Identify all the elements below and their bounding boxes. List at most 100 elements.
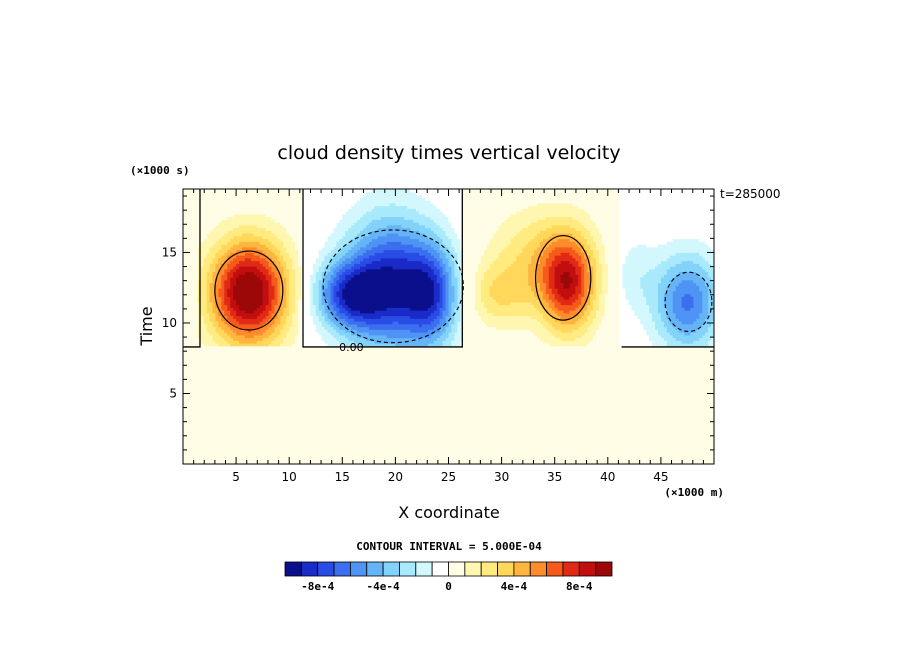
- heatmap-cell: [227, 439, 231, 443]
- heatmap-cell: [303, 450, 308, 454]
- heatmap-cell: [239, 442, 243, 446]
- heatmap-cell: [404, 447, 408, 451]
- heatmap-cell: [436, 447, 441, 451]
- heatmap-cell: [416, 444, 420, 449]
- heatmap-cell: [486, 450, 491, 454]
- heatmap-cell: [498, 444, 503, 449]
- heatmap-cell: [433, 461, 438, 464]
- heatmap-cell: [625, 450, 630, 454]
- heatmap-cell: [185, 444, 190, 449]
- heatmap-cell: [657, 461, 662, 464]
- heatmap-cell: [640, 455, 644, 460]
- heatmap-cell: [312, 442, 317, 446]
- heatmap-cell: [513, 461, 517, 464]
- heatmap-cell: [560, 444, 565, 449]
- heatmap-cell: [522, 461, 526, 464]
- heatmap-cell: [513, 450, 517, 454]
- heatmap-cell: [607, 444, 612, 449]
- heatmap-cell: [215, 450, 219, 454]
- heatmap-cell: [560, 453, 565, 457]
- heatmap-cell: [516, 450, 520, 454]
- heatmap-cell: [675, 444, 680, 449]
- heatmap-cell: [413, 442, 417, 446]
- heatmap-cell: [351, 442, 355, 446]
- heatmap-cell: [221, 455, 225, 460]
- heatmap-cell: [442, 442, 447, 446]
- heatmap-cell: [542, 461, 547, 464]
- heatmap-cell: [374, 455, 379, 460]
- heatmap-cell: [327, 442, 332, 446]
- heatmap-cell: [678, 461, 683, 464]
- heatmap-cell: [244, 447, 249, 451]
- heatmap-cell: [539, 458, 544, 462]
- heatmap-cell: [250, 461, 255, 464]
- heatmap-cell: [194, 455, 199, 460]
- heatmap-cell: [339, 453, 343, 457]
- heatmap-cell: [684, 453, 689, 457]
- heatmap-cell: [330, 455, 335, 460]
- heatmap-cell: [295, 447, 299, 451]
- heatmap-cell: [472, 450, 476, 454]
- heatmap-cell: [430, 458, 435, 462]
- heatmap-cell: [672, 461, 677, 464]
- heatmap-cell: [646, 453, 650, 457]
- heatmap-cell: [185, 461, 190, 464]
- heatmap-cell: [463, 450, 467, 454]
- heatmap-cell: [283, 450, 287, 454]
- heatmap-cell: [607, 442, 612, 446]
- heatmap-cell: [445, 453, 450, 457]
- heatmap-cell: [469, 455, 473, 460]
- heatmap-cell: [480, 458, 485, 462]
- heatmap-cell: [466, 461, 470, 464]
- heatmap-cell: [684, 450, 689, 454]
- heatmap-cell: [392, 447, 396, 451]
- heatmap-cell: [575, 461, 579, 464]
- heatmap-cell: [640, 453, 644, 457]
- heatmap-cell: [486, 458, 491, 462]
- heatmap-cell: [584, 455, 588, 460]
- heatmap-cell: [684, 444, 689, 449]
- heatmap-cell: [660, 461, 665, 464]
- heatmap-cell: [224, 455, 228, 460]
- heatmap-cell: [419, 453, 423, 457]
- heatmap-cell: [236, 455, 240, 460]
- heatmap-cell: [507, 442, 512, 446]
- heatmap-cell: [666, 453, 671, 457]
- heatmap-cell: [513, 453, 517, 457]
- heatmap-cell: [221, 461, 225, 464]
- heatmap-cell: [315, 461, 320, 464]
- heatmap-cell: [224, 458, 228, 462]
- heatmap-cell: [696, 442, 700, 446]
- heatmap-cell: [324, 461, 329, 464]
- heatmap-cell: [442, 458, 447, 462]
- heatmap-cell: [649, 444, 653, 449]
- heatmap-cell: [563, 450, 568, 454]
- heatmap-cell: [371, 444, 376, 449]
- heatmap-cell: [708, 453, 712, 457]
- heatmap-cell: [619, 447, 624, 451]
- heatmap-cell: [395, 442, 399, 446]
- heatmap-cell: [513, 444, 517, 449]
- heatmap-cell: [380, 447, 385, 451]
- heatmap-cell: [392, 444, 396, 449]
- heatmap-cell: [209, 439, 214, 443]
- heatmap-cell: [501, 458, 506, 462]
- heatmap-cell: [209, 453, 214, 457]
- heatmap-cell: [244, 439, 249, 443]
- heatmap-cell: [357, 450, 361, 454]
- heatmap-cell: [421, 444, 426, 449]
- heatmap-cell: [466, 453, 470, 457]
- heatmap-cell: [472, 455, 476, 460]
- heatmap-cell: [197, 455, 202, 460]
- heatmap-cell: [483, 458, 488, 462]
- heatmap-cell: [268, 461, 273, 464]
- heatmap-cell: [395, 444, 399, 449]
- heatmap-cell: [457, 455, 461, 460]
- heatmap-cell: [655, 450, 659, 454]
- heatmap-cell: [457, 442, 461, 446]
- heatmap-cell: [590, 442, 594, 446]
- heatmap-cell: [696, 455, 700, 460]
- heatmap-cell: [351, 455, 355, 460]
- heatmap-cell: [419, 444, 423, 449]
- heatmap-cell: [554, 461, 559, 464]
